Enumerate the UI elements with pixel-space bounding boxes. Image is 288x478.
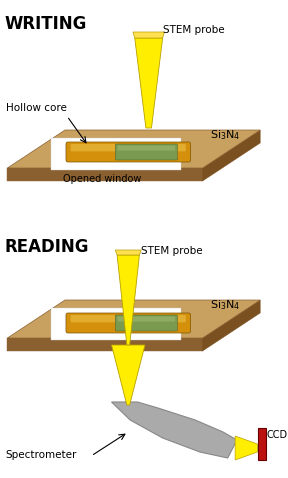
Text: Opened window: Opened window bbox=[63, 174, 142, 184]
FancyBboxPatch shape bbox=[66, 313, 191, 333]
FancyBboxPatch shape bbox=[118, 145, 175, 151]
FancyBboxPatch shape bbox=[71, 315, 186, 322]
Polygon shape bbox=[7, 300, 260, 338]
Text: CCD: CCD bbox=[267, 430, 288, 440]
Polygon shape bbox=[7, 168, 202, 181]
Text: Spectrometer: Spectrometer bbox=[5, 450, 77, 460]
Polygon shape bbox=[202, 300, 260, 351]
FancyBboxPatch shape bbox=[118, 316, 175, 322]
Text: Si$_3$N$_4$: Si$_3$N$_4$ bbox=[210, 128, 240, 142]
FancyBboxPatch shape bbox=[66, 142, 191, 162]
FancyBboxPatch shape bbox=[115, 144, 177, 160]
Text: STEM probe: STEM probe bbox=[163, 25, 224, 35]
Polygon shape bbox=[111, 345, 145, 405]
Polygon shape bbox=[115, 250, 141, 255]
Text: Si$_3$N$_4$: Si$_3$N$_4$ bbox=[210, 298, 240, 312]
FancyBboxPatch shape bbox=[115, 315, 177, 331]
Polygon shape bbox=[51, 138, 181, 170]
Polygon shape bbox=[202, 130, 260, 181]
Text: STEM probe: STEM probe bbox=[141, 246, 203, 256]
Polygon shape bbox=[111, 402, 237, 458]
Polygon shape bbox=[135, 38, 163, 128]
Polygon shape bbox=[117, 255, 139, 345]
Bar bbox=[258, 428, 266, 460]
Text: WRITING: WRITING bbox=[5, 15, 87, 33]
Text: READING: READING bbox=[5, 238, 89, 256]
Polygon shape bbox=[7, 338, 202, 351]
Polygon shape bbox=[7, 130, 260, 168]
FancyBboxPatch shape bbox=[71, 144, 186, 152]
Polygon shape bbox=[51, 308, 181, 340]
Polygon shape bbox=[133, 32, 164, 38]
Text: Hollow core: Hollow core bbox=[5, 103, 67, 113]
Polygon shape bbox=[235, 436, 257, 460]
